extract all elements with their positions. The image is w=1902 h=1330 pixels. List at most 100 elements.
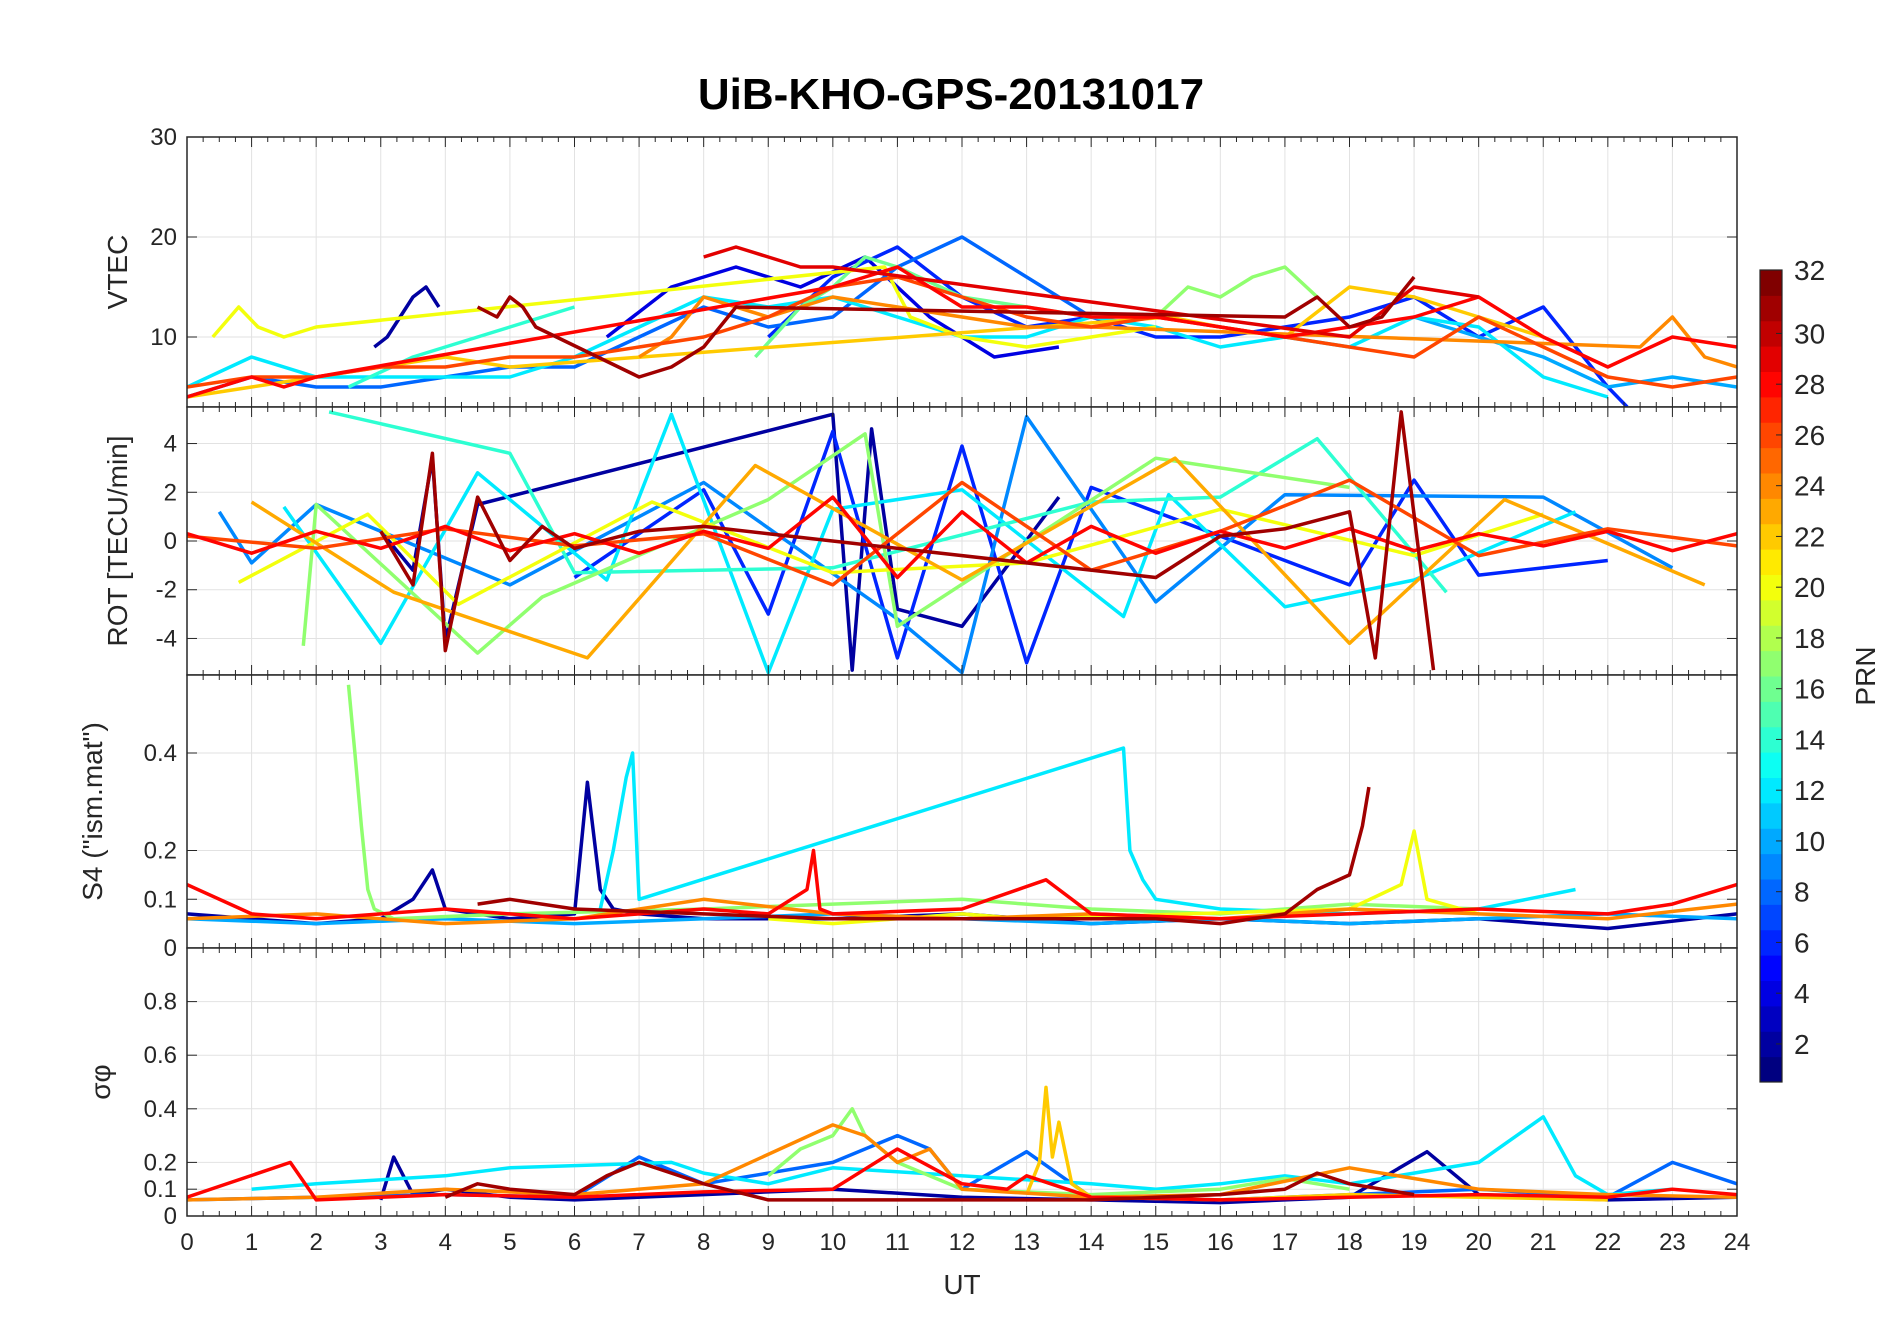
x-tick-label: 15 [1142,1229,1169,1256]
y-tick-label: 0.4 [144,1096,177,1123]
colorbar-segment [1760,549,1782,575]
x-axis-label: UT [943,1269,980,1300]
series-line-prn-14 [328,410,1448,594]
series-line-prn-12 [251,1115,1673,1197]
y-tick-label: 0.2 [144,1149,177,1176]
series-line-prn-28 [187,495,1737,580]
series-line-prn-24 [638,295,1737,369]
y-tick-label: 0.6 [144,1042,177,1069]
colorbar-tick-label: 6 [1794,927,1810,958]
colorbar-segment [1760,802,1782,829]
x-tick-label: 22 [1594,1229,1621,1256]
colorbar-segment [1760,777,1782,804]
x-tick-label: 21 [1530,1229,1557,1256]
colorbar-segment [1760,726,1782,753]
series-line-prn-20 [768,829,1480,926]
y-tick-label: 0.4 [144,740,177,767]
series-line-prn-2 [373,285,441,349]
y-tick-label: 0.2 [144,838,177,865]
colorbar-tick-label: 14 [1794,724,1825,755]
colorbar-segment [1760,498,1782,525]
colorbar-tick-label: 24 [1794,471,1825,502]
colorbar-tick-label: 26 [1794,420,1825,451]
colorbar-frame [1759,269,1783,1083]
colorbar-tick-label: 12 [1794,775,1825,806]
colorbar-segment [1760,955,1782,981]
series-line-prn-6 [767,245,1629,407]
colorbar-segment [1760,599,1782,626]
series-line-prn-28 [187,1147,1737,1202]
colorbar-segment [1760,447,1782,474]
y-axis-label: VTEC [102,235,133,310]
x-tick-label: 13 [1013,1229,1040,1256]
series-line-prn-10 [1413,315,1737,389]
y-tick-label: 0.1 [144,886,177,913]
y-tick-label: 10 [150,324,177,351]
y-tick-label: -4 [156,625,177,652]
series-line-prn-8 [187,235,1093,399]
series-line-prn-26 [187,275,1737,389]
colorbar-segment [1760,371,1782,398]
colorbar-tick-label: 16 [1794,674,1825,705]
y-tick-label: 0.1 [144,1176,177,1203]
colorbar-segment [1760,853,1782,880]
series-line-prn-31 [444,1160,1415,1202]
colorbar-segment [1760,676,1782,702]
x-tick-label: 18 [1336,1229,1363,1256]
series-line-prn-14 [347,305,576,389]
x-tick-label: 7 [632,1229,645,1256]
series-line-prn-31 [379,410,1436,671]
colorbar-segment [1760,929,1782,956]
colorbar-tick-label: 32 [1794,255,1825,286]
x-tick-label: 20 [1465,1229,1492,1256]
colorbar-segment [1760,295,1782,322]
series-line-prn-9 [217,414,1674,675]
x-tick-label: 4 [439,1229,452,1256]
x-tick-label: 14 [1078,1229,1105,1256]
x-tick-label: 2 [309,1229,322,1256]
panel-rot: -4 -2 0 2 4 ROT [TECU/min] [102,406,1738,676]
colorbar-segment [1760,320,1782,347]
series-line-prn-17 [1154,265,1319,319]
colorbar-segment [1760,574,1782,601]
x-tick-label: 11 [885,1229,910,1256]
colorbar-segment [1760,422,1782,449]
x-tick-label: 3 [374,1229,387,1256]
series-line-prn-23 [250,456,1706,660]
y-tick-label: 4 [164,431,177,458]
colorbar-tick-label: 8 [1794,877,1810,908]
colorbar-segment [1760,1056,1782,1083]
colorbar-segment [1760,625,1782,652]
x-tick-label: 16 [1207,1229,1234,1256]
series-group [187,1085,1737,1205]
y-tick-label: 0 [164,935,177,962]
y-tick-label: 30 [150,124,177,151]
y-axis-label: S4 ("ism.mat") [77,722,108,901]
x-tick-label: 23 [1659,1229,1686,1256]
series-line-prn-31 [476,275,1416,379]
series-group [187,684,1737,931]
colorbar-segment [1760,828,1782,855]
colorbar-segment [1760,980,1782,1007]
y-tick-label: 0 [164,528,177,555]
series-line-prn-17 [301,432,1350,655]
y-tick-label: 0 [164,1203,177,1230]
chart-title: UiB-KHO-GPS-20131017 [697,70,1205,119]
colorbar-label: PRN [1850,646,1881,705]
colorbar-segment [1760,270,1782,296]
colorbar-segment [1760,752,1782,778]
series-line-prn-28 [187,848,1737,921]
colorbar-tick-label: 10 [1794,826,1825,857]
x-tick-label: 10 [819,1229,846,1256]
panel-s4: 0 0.1 0.2 0.4 S4 ("ism.mat") [77,674,1738,962]
x-tick-label: 0 [180,1229,193,1256]
colorbar-tick-label: 30 [1794,318,1825,349]
x-tick-label: 17 [1272,1229,1299,1256]
y-tick-label: 2 [164,479,177,506]
colorbar-tick-label: 28 [1794,369,1825,400]
y-tick-label: -2 [156,577,177,604]
colorbar-segment [1760,346,1782,372]
colorbar-tick-label: 20 [1794,572,1825,603]
